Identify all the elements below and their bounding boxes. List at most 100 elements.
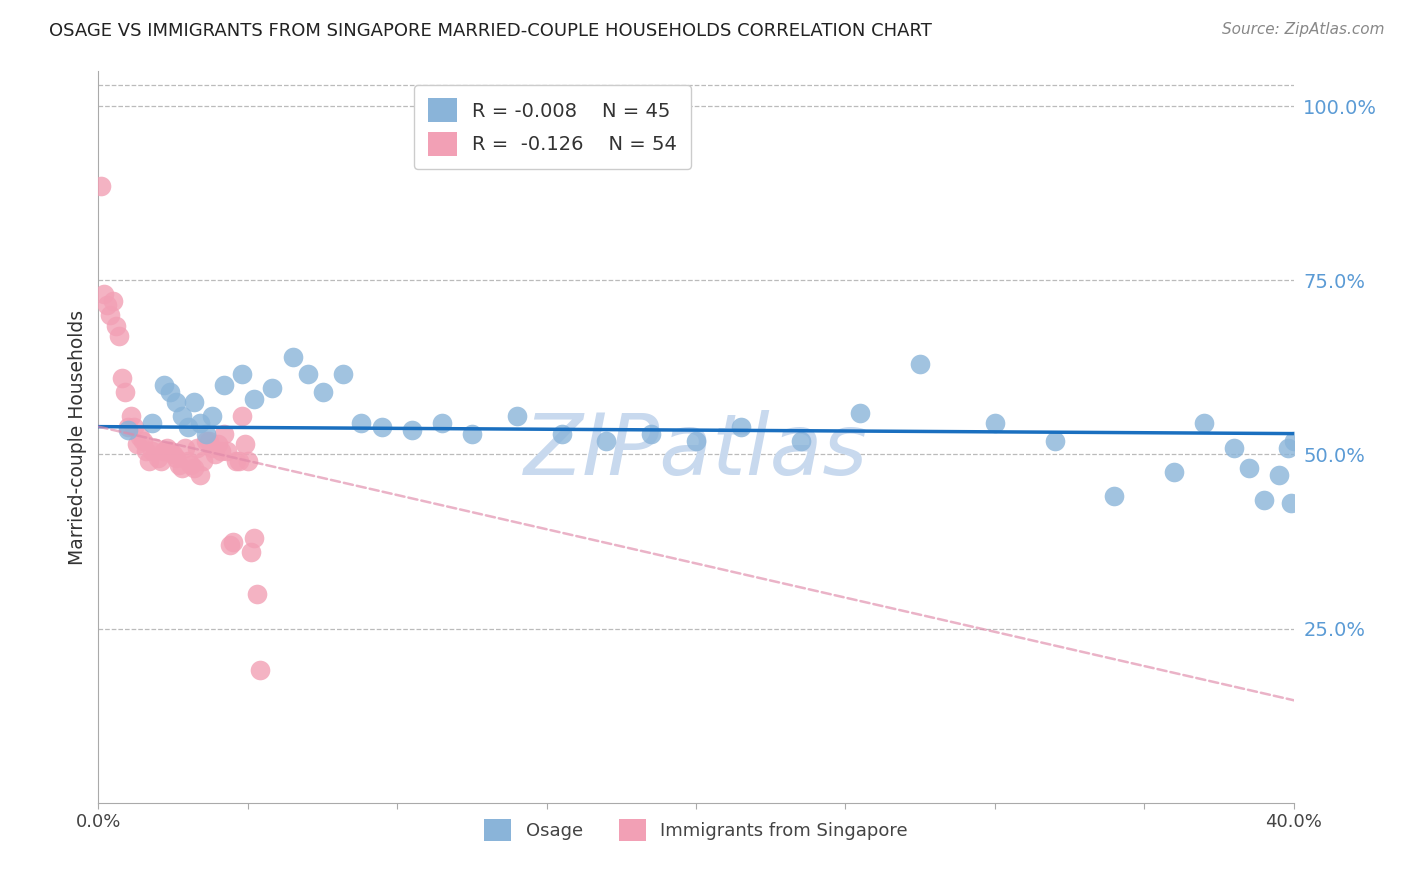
Point — [461, 426, 484, 441]
Point — [141, 416, 163, 430]
Point — [153, 444, 176, 458]
Point — [135, 444, 157, 458]
Point — [730, 419, 752, 434]
Point — [1279, 496, 1302, 510]
Text: Source: ZipAtlas.com: Source: ZipAtlas.com — [1222, 22, 1385, 37]
Legend: Osage, Immigrants from Singapore: Osage, Immigrants from Singapore — [477, 812, 915, 848]
Point — [204, 448, 226, 462]
Point — [1237, 461, 1260, 475]
Point — [219, 538, 242, 552]
Point — [90, 179, 112, 194]
Point — [249, 664, 271, 678]
Point — [225, 454, 247, 468]
Point — [174, 441, 197, 455]
Point — [103, 294, 125, 309]
Point — [167, 458, 190, 472]
Point — [195, 426, 218, 441]
Point — [430, 416, 453, 430]
Point — [1163, 465, 1185, 479]
Point — [191, 454, 214, 468]
Point — [685, 434, 707, 448]
Point — [96, 298, 118, 312]
Point — [350, 416, 373, 430]
Point — [143, 441, 166, 455]
Point — [180, 458, 202, 472]
Point — [228, 454, 250, 468]
Point — [141, 444, 163, 458]
Point — [231, 409, 253, 424]
Point — [124, 419, 146, 434]
Point — [148, 450, 170, 465]
Point — [201, 409, 224, 424]
Point — [117, 423, 139, 437]
Point — [98, 308, 122, 322]
Point — [640, 426, 662, 441]
Text: ZIPatlas: ZIPatlas — [524, 410, 868, 493]
Point — [120, 409, 142, 424]
Point — [984, 416, 1007, 430]
Point — [195, 434, 218, 448]
Point — [550, 426, 572, 441]
Point — [222, 534, 245, 549]
Point — [172, 461, 194, 475]
Point — [172, 409, 194, 424]
Point — [105, 318, 128, 333]
Point — [243, 531, 266, 545]
Point — [165, 395, 187, 409]
Point — [188, 468, 211, 483]
Point — [159, 384, 181, 399]
Point — [215, 444, 238, 458]
Point — [371, 419, 394, 434]
Point — [201, 441, 224, 455]
Point — [209, 444, 232, 458]
Point — [150, 454, 173, 468]
Point — [233, 437, 256, 451]
Point — [243, 392, 266, 406]
Point — [212, 426, 235, 441]
Point — [1104, 489, 1126, 503]
Point — [260, 381, 283, 395]
Point — [281, 350, 304, 364]
Point — [93, 287, 115, 301]
Point — [212, 377, 235, 392]
Point — [114, 384, 136, 399]
Point — [138, 454, 160, 468]
Point — [789, 434, 811, 448]
Point — [165, 450, 187, 465]
Point — [332, 368, 354, 382]
Point — [311, 384, 333, 399]
Point — [108, 329, 131, 343]
Point — [908, 357, 931, 371]
Y-axis label: Married-couple Households: Married-couple Households — [69, 310, 87, 565]
Point — [239, 545, 262, 559]
Point — [1267, 468, 1289, 483]
Point — [117, 419, 139, 434]
Point — [129, 430, 152, 444]
Point — [177, 454, 200, 468]
Text: OSAGE VS IMMIGRANTS FROM SINGAPORE MARRIED-COUPLE HOUSEHOLDS CORRELATION CHART: OSAGE VS IMMIGRANTS FROM SINGAPORE MARRI… — [49, 22, 932, 40]
Point — [1043, 434, 1066, 448]
Point — [595, 434, 617, 448]
Point — [1223, 441, 1246, 455]
Point — [231, 368, 253, 382]
Point — [127, 437, 149, 451]
Point — [1253, 492, 1275, 507]
Point — [849, 406, 872, 420]
Point — [159, 444, 181, 458]
Point — [162, 448, 184, 462]
Point — [198, 434, 221, 448]
Point — [1192, 416, 1215, 430]
Point — [153, 377, 176, 392]
Point — [1282, 434, 1305, 448]
Point — [401, 423, 423, 437]
Point — [111, 371, 134, 385]
Point — [183, 461, 205, 475]
Point — [506, 409, 529, 424]
Point — [236, 454, 259, 468]
Point — [183, 395, 205, 409]
Point — [1277, 441, 1299, 455]
Point — [156, 441, 179, 455]
Point — [188, 416, 211, 430]
Point — [186, 441, 208, 455]
Point — [132, 434, 155, 448]
